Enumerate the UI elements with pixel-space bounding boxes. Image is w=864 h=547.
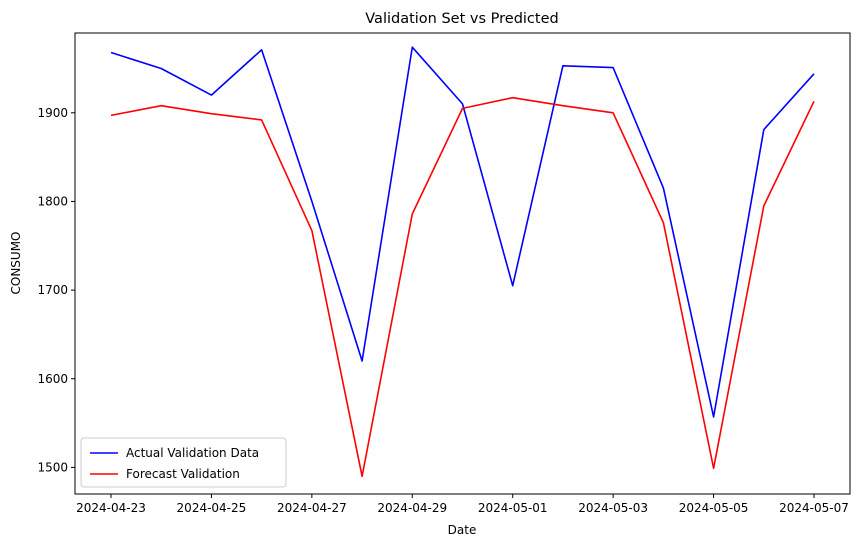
series-line-forecast xyxy=(110,96,815,478)
legend-entry-label: Forecast Validation xyxy=(126,467,240,481)
series-layer xyxy=(110,46,815,478)
legend: Actual Validation Data Forecast Validatio… xyxy=(80,437,287,488)
x-tick-label: 2024-04-23 xyxy=(76,501,146,515)
x-tick-label: 2024-04-27 xyxy=(277,501,347,515)
y-axis-label: CONSUMO xyxy=(9,232,23,295)
x-tick-label: 2024-05-03 xyxy=(578,501,648,515)
x-tick-label: 2024-05-07 xyxy=(779,501,849,515)
y-tick-label: 1600 xyxy=(37,372,68,386)
x-tick-label: 2024-05-05 xyxy=(679,501,749,515)
y-tick-label: 1500 xyxy=(37,460,68,474)
y-tick-label: 1800 xyxy=(37,194,68,208)
y-axis: 1500 1600 1700 1800 1900 xyxy=(37,106,75,474)
x-axis-label: Date xyxy=(448,523,477,537)
legend-box xyxy=(80,437,287,488)
x-axis: 2024-04-23 2024-04-25 2024-04-27 2024-04-29… xyxy=(76,494,849,515)
legend-entry-label: Actual Validation Data xyxy=(126,446,259,460)
x-tick-label: 2024-04-29 xyxy=(377,501,447,515)
y-tick-label: 1700 xyxy=(37,283,68,297)
x-tick-label: 2024-04-25 xyxy=(177,501,247,515)
y-tick-label: 1900 xyxy=(37,106,68,120)
plot-frame xyxy=(74,32,851,495)
chart-title: Validation Set vs Predicted xyxy=(365,11,558,27)
series-line-actual xyxy=(110,46,815,418)
x-tick-label: 2024-05-01 xyxy=(478,501,548,515)
